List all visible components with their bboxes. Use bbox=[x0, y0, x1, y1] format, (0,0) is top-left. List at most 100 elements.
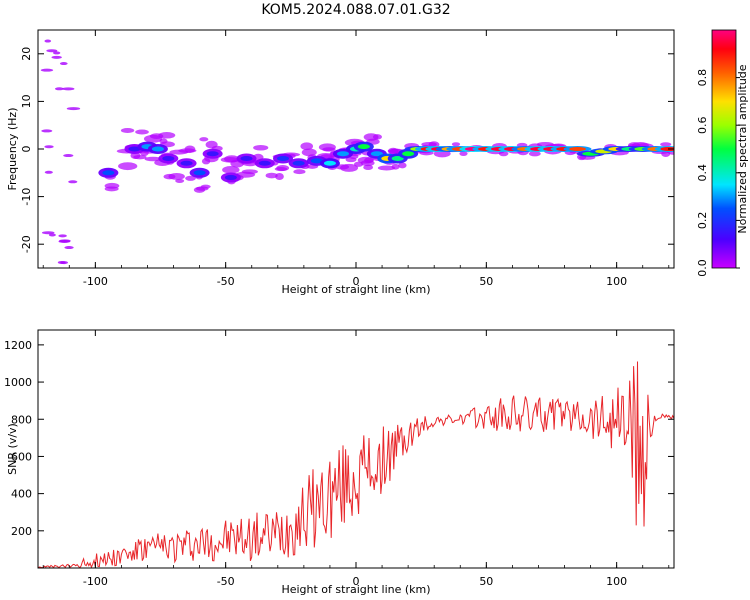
y-tick-label: 20 bbox=[20, 47, 33, 61]
heatmap-cell bbox=[240, 156, 253, 162]
heatmap-cell bbox=[391, 156, 404, 162]
heatmap-cell bbox=[660, 147, 674, 151]
x-tick-label: -100 bbox=[83, 275, 108, 288]
heatmap-cell-faint bbox=[195, 186, 209, 191]
snr-y-ticks: 200 400 600 800 1000 1200 bbox=[4, 339, 674, 538]
heatmap-cell-faint bbox=[660, 142, 672, 147]
y-tick-label: 400 bbox=[11, 488, 32, 501]
heatmap-cell-faint bbox=[143, 134, 163, 143]
heatmap-cell-faint bbox=[322, 147, 336, 152]
heatmap-cell-faint bbox=[340, 163, 359, 172]
heatmap-cell-faint bbox=[175, 178, 185, 183]
heatmap-cell-faint bbox=[120, 128, 135, 133]
heatmap-cell bbox=[323, 160, 336, 166]
heatmap-cell-faint bbox=[185, 175, 196, 181]
heatmap-cell-faint bbox=[300, 142, 314, 151]
heatmap-cell-noise bbox=[59, 62, 68, 66]
heatmap-cell-faint bbox=[391, 163, 400, 170]
heatmap-cell-noise bbox=[52, 51, 61, 55]
heatmap-cell-noise bbox=[68, 180, 78, 184]
heatmap-cell bbox=[128, 146, 141, 152]
heatmap-cell-noise bbox=[66, 107, 81, 111]
heatmap-cell bbox=[370, 151, 383, 157]
heatmap-cell-noise bbox=[48, 233, 56, 237]
figure-title: KOM5.2024.088.07.01.G32 bbox=[261, 2, 450, 18]
heatmap-cell bbox=[277, 156, 290, 162]
x-tick-label: 100 bbox=[606, 275, 627, 288]
x-tick-label: 0 bbox=[353, 275, 360, 288]
heatmap-cell bbox=[357, 144, 370, 150]
x-tick-label: -50 bbox=[217, 275, 235, 288]
heatmap-cell-noise bbox=[41, 129, 53, 133]
colorbar-gradient bbox=[711, 29, 737, 269]
y-tick-label: -20 bbox=[20, 235, 33, 253]
heatmap-cell bbox=[336, 151, 349, 157]
y-tick-label: 10 bbox=[20, 94, 33, 108]
snr-x-ticks: -100 -50 0 50 100 bbox=[42, 330, 670, 588]
heatmap-cell-noise bbox=[58, 239, 71, 243]
heatmap-cell-faint bbox=[528, 151, 541, 157]
heatmap-cell bbox=[402, 151, 415, 157]
heatmap-cell-noise bbox=[62, 87, 75, 91]
colorbar-ticks: 0.0 0.2 0.4 0.6 0.8 bbox=[696, 69, 740, 277]
heatmap-cell-noise bbox=[44, 39, 52, 43]
colorbar-tick-label: 0.8 bbox=[696, 69, 709, 87]
x-tick-label: -100 bbox=[83, 575, 108, 588]
heatmap-cell-noise bbox=[63, 154, 74, 158]
heatmap-cell-faint bbox=[398, 162, 407, 169]
heatmap-cell bbox=[292, 160, 305, 166]
heatmap-cell-faint bbox=[498, 150, 509, 157]
heatmap-cell-faint bbox=[451, 142, 461, 147]
heatmap-cell bbox=[310, 158, 323, 164]
colorbar-tick-label: 0.4 bbox=[696, 164, 709, 182]
heatmap-cell-noise bbox=[51, 55, 62, 59]
y-tick-label: 800 bbox=[11, 413, 32, 426]
y-tick-label: 1000 bbox=[4, 376, 32, 389]
heatmap-cell-faint bbox=[363, 164, 374, 170]
heatmap-cell-faint bbox=[459, 151, 468, 157]
spectrogram-x-axis-label: Height of straight line (km) bbox=[281, 283, 430, 296]
heatmap-cell-noise bbox=[40, 68, 54, 72]
heatmap-cell-faint bbox=[158, 131, 176, 139]
heatmap-cell-faint bbox=[372, 134, 382, 140]
heatmap-cell-noise bbox=[41, 231, 55, 235]
heatmap-marks bbox=[40, 39, 674, 265]
y-tick-label: 200 bbox=[11, 525, 32, 538]
heatmap-cell-faint bbox=[133, 154, 147, 160]
heatmap-cell-faint bbox=[104, 182, 120, 189]
heatmap-cell-faint bbox=[199, 137, 209, 142]
heatmap-cell-faint bbox=[135, 129, 149, 135]
heatmap-cell-faint bbox=[265, 172, 278, 179]
x-tick-label: 100 bbox=[606, 575, 627, 588]
heatmap-cell bbox=[180, 160, 193, 166]
snr-y-axis-label: SNR (v/v) bbox=[6, 423, 19, 475]
heatmap-cell-noise bbox=[44, 170, 53, 174]
heatmap-cell-noise bbox=[58, 234, 67, 238]
y-tick-label: 0 bbox=[20, 146, 33, 153]
colorbar: 0.0 0.2 0.4 0.6 0.8 Normalized spectral ampl… bbox=[696, 29, 749, 277]
colorbar-tick-label: 0.2 bbox=[696, 212, 709, 230]
heatmap-cell-faint bbox=[222, 166, 240, 174]
colorbar-tick-label: 0.6 bbox=[696, 116, 709, 134]
heatmap-cell-noise bbox=[54, 87, 64, 91]
snr-line bbox=[38, 361, 674, 568]
heatmap-cell bbox=[151, 146, 164, 152]
colorbar-tick-label: 0.0 bbox=[696, 259, 709, 277]
heatmap-cell-faint bbox=[377, 165, 396, 171]
x-tick-label: 50 bbox=[479, 575, 493, 588]
heatmap-cell-faint bbox=[253, 144, 269, 151]
y-tick-label: 1200 bbox=[4, 339, 32, 352]
heatmap-cell-faint bbox=[364, 157, 374, 164]
snr-x-axis-label: Height of straight line (km) bbox=[281, 583, 430, 596]
heatmap-cell bbox=[102, 170, 115, 176]
heatmap-cell bbox=[258, 160, 271, 166]
heatmap-cell-faint bbox=[275, 173, 284, 180]
spectrogram-y-axis-label: Frequency (Hz) bbox=[6, 108, 19, 191]
y-tick-label: -10 bbox=[20, 188, 33, 206]
heatmap-cell-faint bbox=[274, 166, 288, 172]
heatmap-cell bbox=[569, 147, 586, 151]
heatmap-cell bbox=[162, 156, 175, 162]
heatmap-cell-faint bbox=[118, 162, 138, 171]
heatmap-cell-faint bbox=[241, 169, 258, 175]
